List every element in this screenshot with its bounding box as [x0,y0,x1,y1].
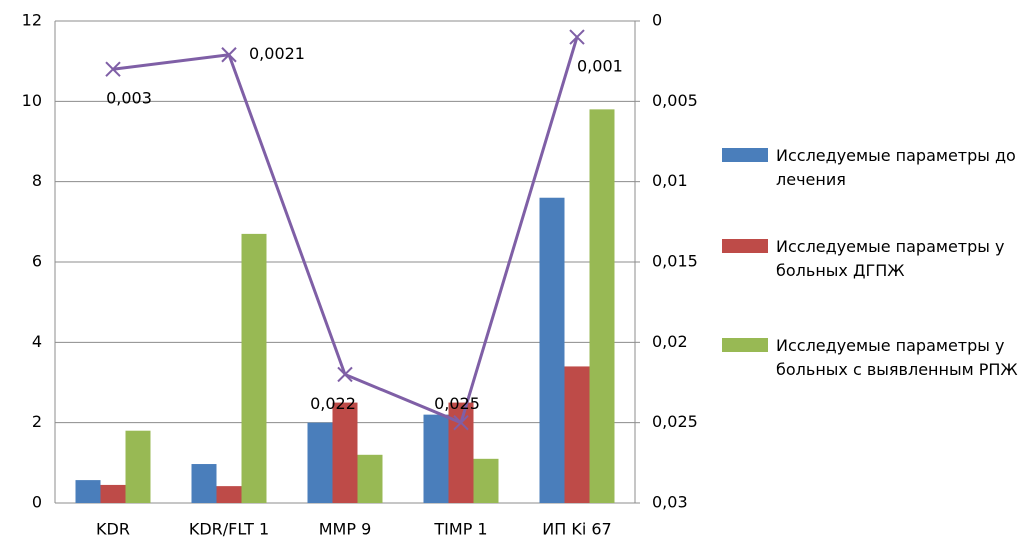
bar [589,109,615,503]
bar [539,197,565,503]
legend-item: Исследуемые параметры у больных с выявле… [722,334,1032,382]
x-tick-label: ИП Ki 67 [542,520,611,539]
y2-tick-label: 0 [652,11,662,30]
x-tick-label: MMP 9 [319,520,372,539]
legend-item: Исследуемые параметры до лечения [722,144,1032,192]
y2-tick-label: 0,01 [652,171,688,190]
x-tick-label: TIMP 1 [433,520,487,539]
data-label: 0,003 [106,89,152,108]
legend-swatch [722,148,768,162]
line-marker [453,414,469,431]
line-marker [221,47,237,63]
data-label: 0,022 [310,394,356,413]
data-label: 0,025 [434,394,480,413]
x-tick-label: KDR [96,520,130,539]
bar [357,454,383,503]
marker-stroke [105,61,121,77]
y-tick-label: 0 [32,493,42,512]
bar [241,233,267,503]
line-marker [569,29,585,45]
marker-stroke [221,47,237,63]
y-tick-label: 4 [32,332,42,351]
bar [216,486,242,503]
y2-tick-label: 0,025 [652,412,698,431]
y2-tick-label: 0,005 [652,91,698,110]
y2-tick-label: 0,03 [652,493,688,512]
bar [191,464,217,503]
bar [100,484,126,503]
bar [75,480,101,503]
data-label: 0,0021 [249,44,305,63]
legend-swatch [722,239,768,253]
y-tick-label: 6 [32,252,42,271]
bar [307,422,333,503]
legend-swatch [722,338,768,352]
bar [423,414,449,503]
line-marker [105,61,121,77]
legend-item: Исследуемые параметры у больных ДГПЖ [722,235,1032,283]
bar [332,402,358,503]
legend-label: Исследуемые параметры у больных ДГПЖ [776,237,1005,280]
y2-tick-label: 0,02 [652,332,688,351]
bar [564,366,590,503]
legend-label: Исследуемые параметры до лечения [776,146,1016,189]
legend-label: Исследуемые параметры у больных с выявле… [776,336,1018,379]
marker-stroke [453,414,469,431]
y-tick-label: 12 [22,11,42,30]
y-tick-label: 10 [22,91,42,110]
marker-stroke [569,29,585,45]
line [112,36,579,425]
y-tick-label: 2 [32,412,42,431]
marker-stroke [337,366,353,383]
bar [125,430,151,503]
y-tick-label: 8 [32,171,42,190]
data-label: 0,001 [577,57,623,76]
bar [473,458,499,503]
y2-tick-label: 0,015 [652,252,698,271]
line-marker [337,366,353,383]
x-tick-label: KDR/FLT 1 [189,520,269,539]
